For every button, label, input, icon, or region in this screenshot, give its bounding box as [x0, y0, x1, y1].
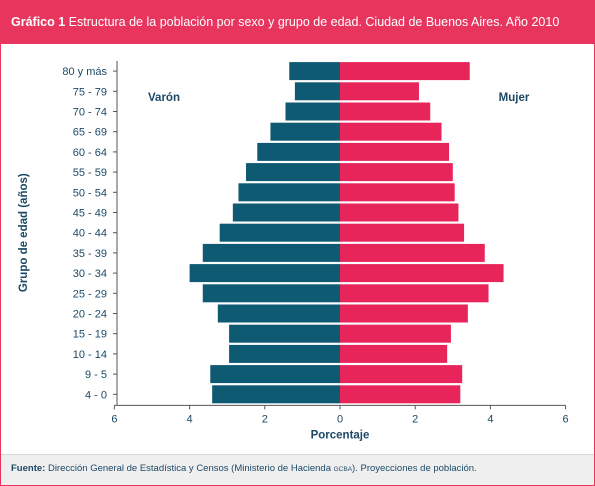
- y-tick-label-14: 10 - 14: [73, 349, 107, 361]
- x-tick-label-3: 0: [337, 413, 343, 425]
- bar-mujer-4: [340, 142, 450, 161]
- y-tick-label-5: 55 - 59: [73, 167, 107, 179]
- bar-mujer-15: [340, 365, 463, 384]
- y-tick-label-0: 80 y más: [62, 66, 107, 78]
- y-tick-label-2: 70 - 74: [73, 107, 107, 119]
- source-abbrev: GCBA: [333, 466, 353, 473]
- source-label: Fuente:: [11, 463, 46, 474]
- y-tick-label-3: 65 - 69: [73, 127, 107, 139]
- bar-varon-1: [294, 82, 340, 101]
- bar-mujer-16: [340, 385, 461, 404]
- bar-varon-7: [232, 203, 340, 222]
- y-tick-label-10: 30 - 34: [73, 268, 107, 280]
- bar-mujer-9: [340, 243, 485, 262]
- y-tick-label-15: 9 - 5: [85, 369, 107, 381]
- bar-varon-9: [202, 243, 340, 262]
- chart-title: Estructura de la población por sexo y gr…: [68, 15, 560, 29]
- source-text: Dirección General de Estadística y Censo…: [47, 463, 331, 474]
- y-tick-label-6: 50 - 54: [73, 187, 107, 199]
- bar-varon-12: [217, 304, 340, 323]
- bar-varon-3: [270, 122, 340, 141]
- x-tick-label-2: 2: [262, 413, 268, 425]
- y-tick-label-1: 75 - 79: [73, 86, 107, 98]
- bar-mujer-5: [340, 163, 453, 182]
- bar-mujer-6: [340, 183, 455, 202]
- bar-mujer-3: [340, 122, 442, 141]
- bar-varon-13: [229, 324, 340, 343]
- bar-varon-0: [289, 62, 340, 81]
- y-tick-label-4: 60 - 64: [73, 147, 107, 159]
- x-tick-label-1: 4: [187, 413, 193, 425]
- y-tick-label-13: 15 - 19: [73, 329, 107, 341]
- y-tick-label-8: 40 - 44: [73, 228, 107, 240]
- source-tail: ). Proyecciones de población.: [352, 463, 477, 474]
- bar-mujer-8: [340, 223, 465, 242]
- bar-varon-4: [257, 142, 340, 161]
- y-tick-label-16: 4 - 0: [85, 389, 107, 401]
- y-axis-title: Grupo de edad (años): [18, 173, 30, 292]
- plot-area: 80 y más 75 - 79 70 - 74 65 - 69 60 - 64 55 -…: [1, 44, 594, 454]
- bar-mujer-13: [340, 324, 451, 343]
- y-tick-label-9: 35 - 39: [73, 248, 107, 260]
- y-tick-label-11: 25 - 29: [73, 288, 107, 300]
- bar-varon-16: [212, 385, 340, 404]
- bar-mujer-2: [340, 102, 431, 121]
- x-tick-label-0: 6: [111, 413, 117, 425]
- bar-varon-14: [229, 344, 340, 363]
- bar-varon-2: [285, 102, 340, 121]
- x-tick-label-5: 4: [487, 413, 493, 425]
- bar-varon-8: [219, 223, 340, 242]
- bar-varon-6: [238, 183, 340, 202]
- bar-mujer-7: [340, 203, 459, 222]
- legend-varon: Varón: [148, 92, 180, 104]
- legend-mujer: Mujer: [499, 92, 530, 104]
- bar-mujer-10: [340, 264, 504, 283]
- y-tick-label-12: 20 - 24: [73, 309, 107, 321]
- figure-label: Gráfico 1: [11, 15, 66, 29]
- source-note: Fuente: Dirección General de Estadística…: [1, 454, 594, 485]
- bar-mujer-1: [340, 82, 419, 101]
- x-axis-title: Porcentaje: [311, 429, 370, 441]
- chart-header: Gráfico 1 Estructura de la población por…: [1, 1, 594, 44]
- population-pyramid-chart: 80 y más 75 - 79 70 - 74 65 - 69 60 - 64 55 -…: [18, 61, 569, 441]
- x-tick-label-6: 6: [563, 413, 569, 425]
- bar-mujer-14: [340, 344, 448, 363]
- y-tick-label-7: 45 - 49: [73, 208, 107, 220]
- bar-mujer-12: [340, 304, 468, 323]
- bar-mujer-11: [340, 284, 489, 303]
- bar-mujer-0: [340, 62, 470, 81]
- bar-varon-5: [246, 163, 340, 182]
- bar-varon-11: [202, 284, 340, 303]
- x-tick-label-4: 2: [412, 413, 418, 425]
- bar-varon-10: [189, 264, 340, 283]
- bar-varon-15: [210, 365, 340, 384]
